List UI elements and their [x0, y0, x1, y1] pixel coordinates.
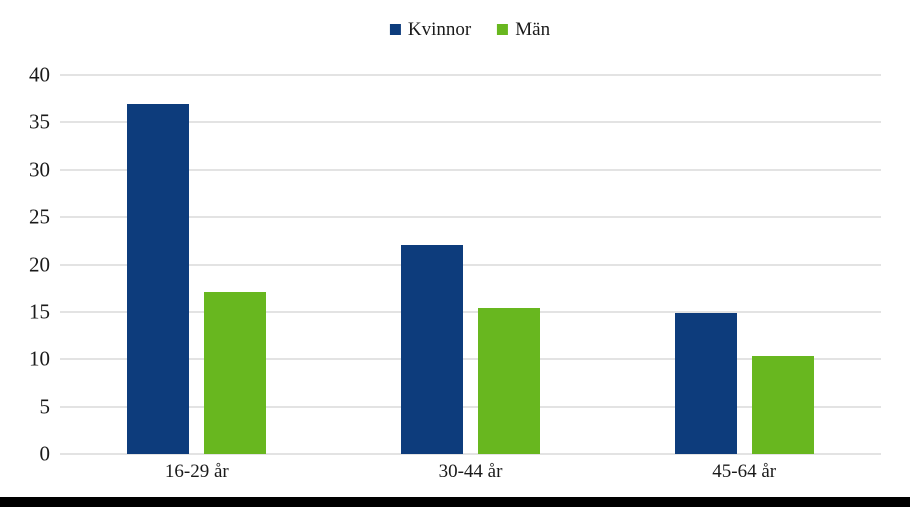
- bottom-black-bar: [0, 497, 910, 507]
- y-axis-label: 0: [39, 441, 51, 466]
- legend-item-män: Män: [497, 20, 550, 39]
- bar-män-16-29-år: [204, 291, 267, 454]
- legend: Kvinnor Män: [389, 19, 550, 40]
- gridline: [60, 74, 881, 76]
- y-axis-label: 25: [29, 204, 50, 229]
- legend-swatch-icon: [497, 24, 509, 35]
- gridline: [60, 168, 881, 171]
- y-axis-label: 15: [29, 299, 50, 324]
- gridline: [60, 216, 881, 219]
- legend-item-kvinnor: Kvinnor: [389, 19, 472, 40]
- gridline: [60, 121, 881, 124]
- bar-män-30-44-år: [478, 308, 540, 454]
- y-axis-label: 35: [29, 109, 50, 134]
- gridline: [60, 453, 881, 455]
- y-axis-label: 10: [29, 346, 50, 371]
- bar-kvinnor-16-29-år: [127, 104, 190, 454]
- y-axis-label: 5: [39, 394, 51, 419]
- x-axis-label: 30-44 år: [438, 461, 503, 482]
- y-axis-label: 40: [29, 62, 50, 87]
- legend-swatch-icon: [389, 24, 401, 35]
- bar-män-45-64-år: [751, 356, 814, 454]
- gridline: [60, 405, 881, 408]
- gridline: [60, 310, 881, 313]
- x-axis-label: 45-64 år: [712, 461, 777, 482]
- bar-kvinnor-30-44-år: [401, 244, 463, 454]
- x-axis-label: 16-29 år: [164, 461, 229, 482]
- gridline: [60, 358, 881, 361]
- legend-label: Män: [515, 19, 551, 40]
- y-axis-label: 20: [29, 252, 50, 276]
- gridline: [60, 263, 881, 266]
- y-axis-label: 30: [29, 157, 50, 182]
- y-axis: 0 5 10 15 20 25 30 35 40: [0, 64, 51, 464]
- legend-label: Kvinnor: [407, 19, 472, 40]
- x-axis: 16-29 år 30-44 år 45-64 år: [60, 461, 881, 484]
- bar-kvinnor-45-64-år: [674, 312, 737, 454]
- plot-area: [60, 74, 881, 455]
